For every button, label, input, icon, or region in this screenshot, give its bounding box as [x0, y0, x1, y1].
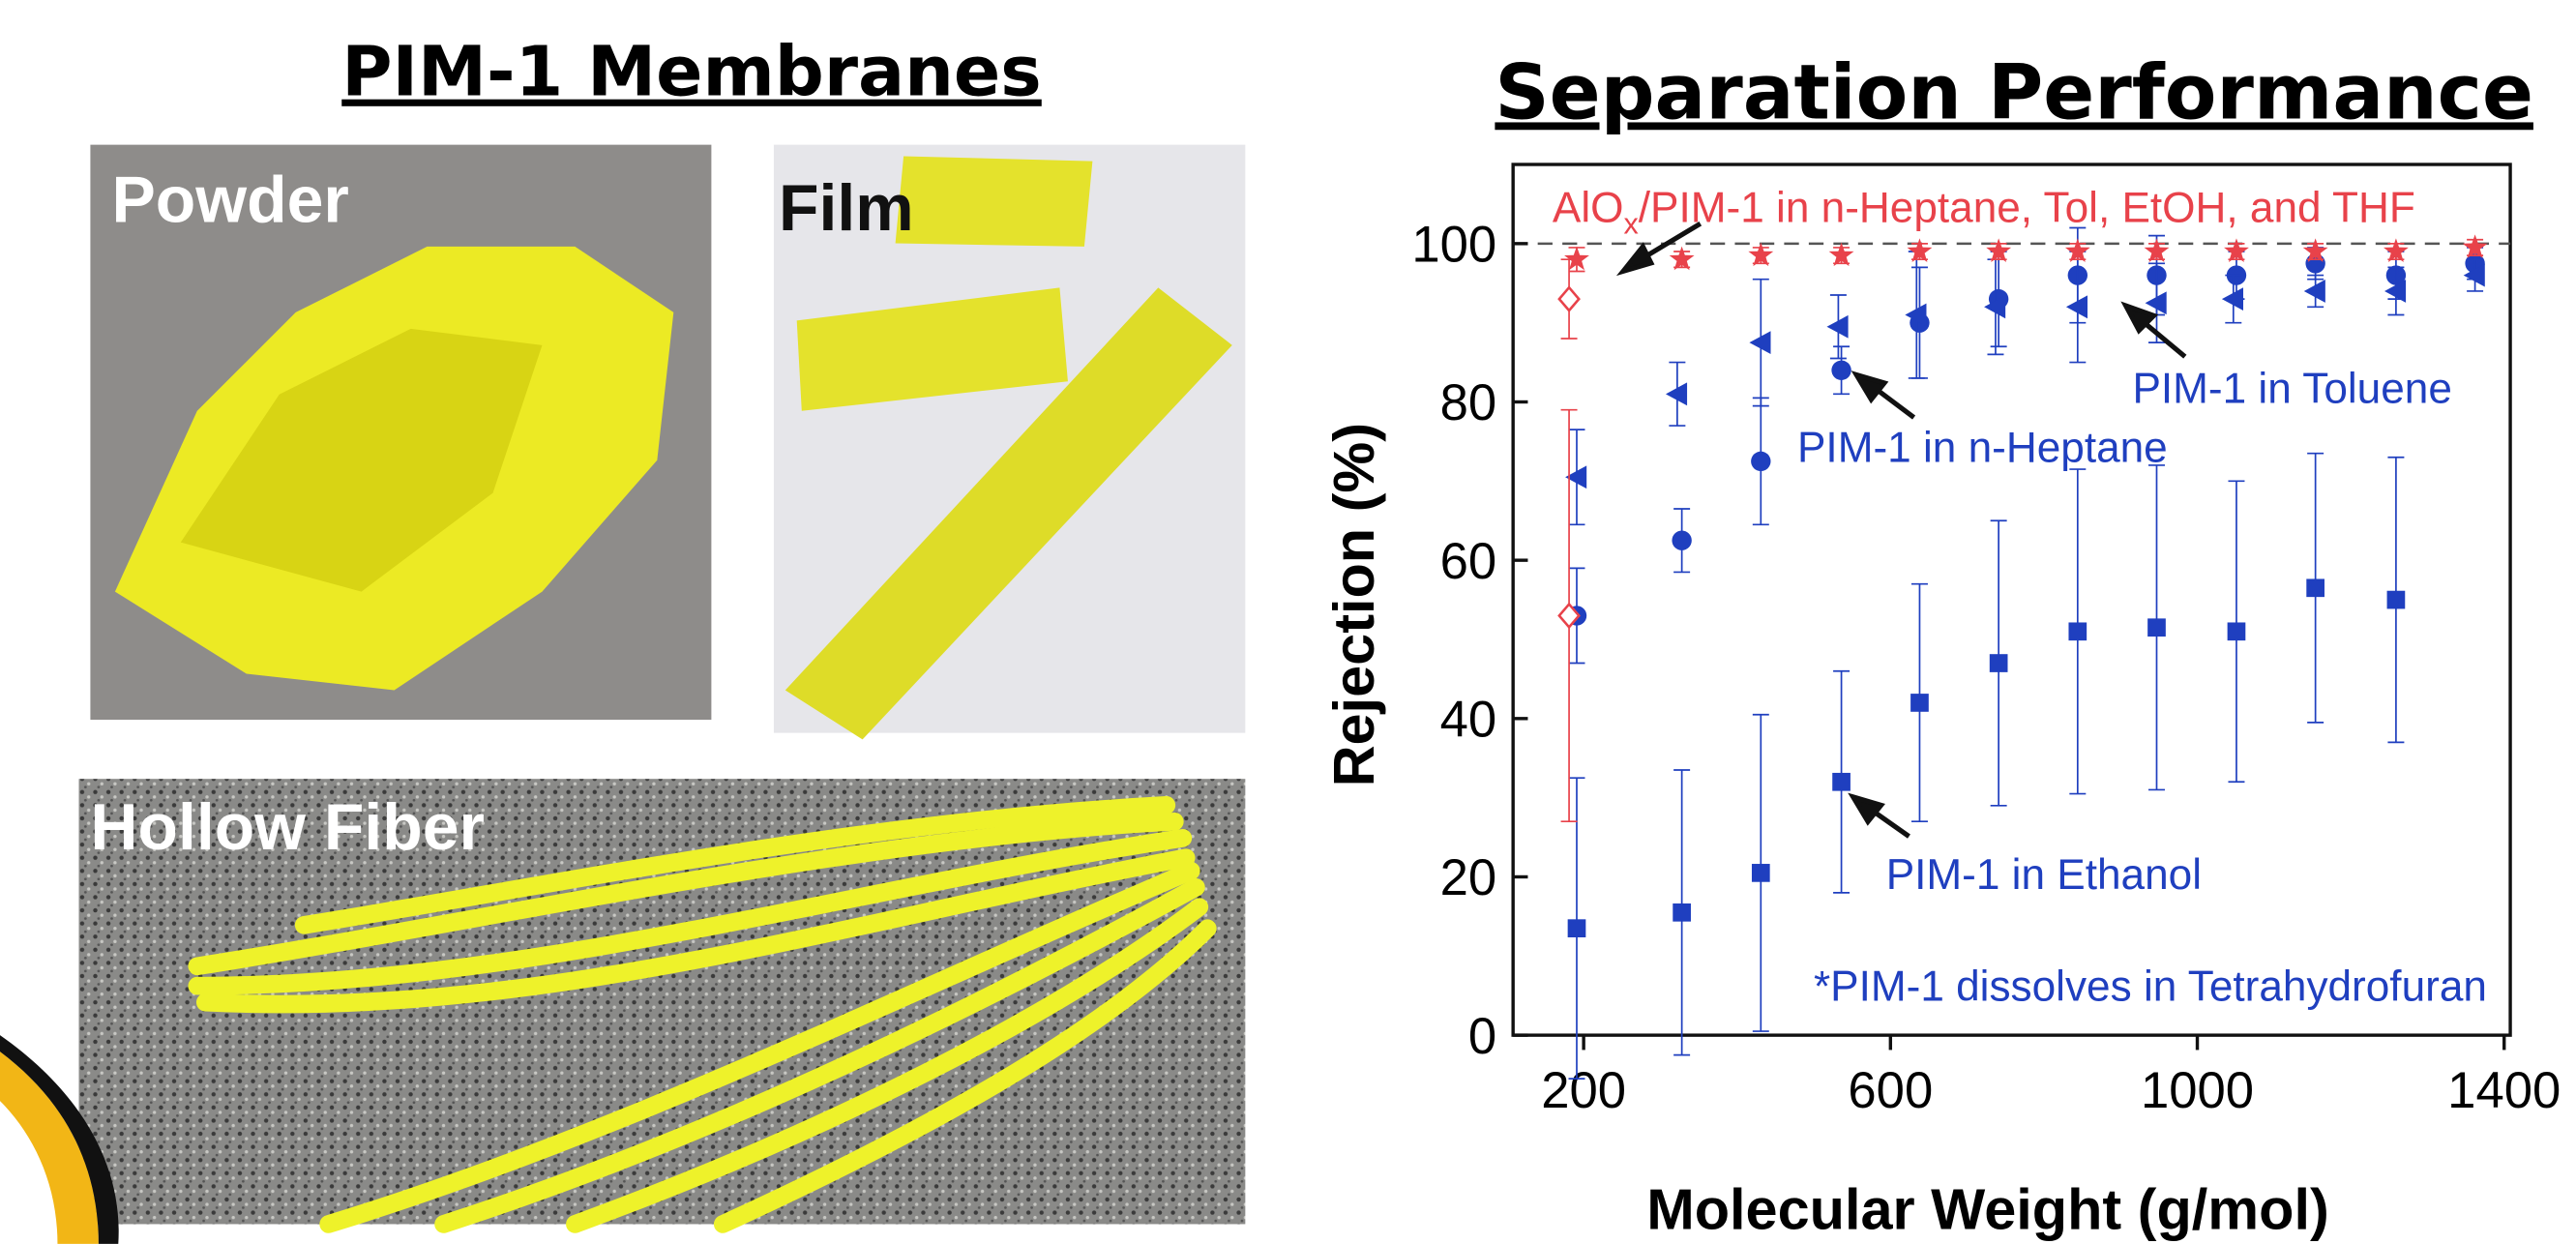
marker [2306, 578, 2324, 597]
y-tick-label: 20 [1440, 849, 1497, 906]
marker [1831, 361, 1851, 380]
annotation: PIM-1 in n-Heptane [1797, 424, 2168, 471]
marker [1752, 864, 1770, 882]
photo-film: Film [774, 145, 1245, 740]
photo-label: Powder [111, 163, 348, 236]
x-tick-label: 600 [1848, 1062, 1933, 1119]
plot-frame [1513, 164, 2510, 1035]
photo-hollow-fiber: Hollow Fiber [79, 779, 1246, 1224]
marker [2068, 622, 2087, 640]
marker [2147, 618, 2166, 637]
marker [2222, 287, 2243, 311]
marker [1672, 531, 1691, 550]
y-tick-label: 60 [1440, 533, 1497, 590]
x-axis-label: Molecular Weight (g/mol) [1646, 1177, 2329, 1242]
photo-label: Hollow Fiber [90, 791, 485, 864]
x-tick-label: 1400 [2447, 1062, 2561, 1119]
page: PIM-1 Membranes Powder Film Hollow Fiber… [0, 0, 2576, 1244]
annotation: *PIM-1 dissolves in Tetrahydrofuran [1814, 963, 2487, 1010]
annotation-text: AlO [1553, 184, 1624, 231]
x-tick-label: 1000 [2141, 1062, 2254, 1119]
y-tick-label: 80 [1440, 374, 1497, 431]
marker [2228, 622, 2246, 640]
y-tick-label: 0 [1468, 1008, 1496, 1065]
annotation: PIM-1 in Ethanol [1886, 851, 2202, 899]
y-tick-label: 40 [1440, 691, 1497, 748]
arrows [1623, 223, 2185, 836]
figure: PIM-1 Membranes Powder Film Hollow Fiber… [0, 0, 2576, 1244]
y-tick-label: 100 [1411, 217, 1496, 274]
marker [2387, 591, 2406, 609]
marker [1568, 919, 1586, 937]
x-tick-label: 200 [1541, 1062, 1626, 1119]
chart-title: Separation Performance [1495, 48, 2533, 136]
marker [1990, 654, 2008, 672]
marker [1559, 287, 1579, 311]
photo-label: Film [779, 172, 914, 245]
marker [1910, 694, 1929, 712]
marker [1673, 903, 1691, 922]
marker [1751, 452, 1770, 471]
annotation: PIM-1 in Toluene [2132, 365, 2451, 412]
marker [1832, 773, 1851, 791]
panel-title: PIM-1 Membranes [341, 32, 1042, 112]
y-axis-label: Rejection (%) [1321, 423, 1386, 786]
annotation-subscript: x [1624, 207, 1639, 240]
annotation-text: /PIM-1 in n-Heptane, Tol, EtOH, and THF [1639, 184, 2415, 231]
photo-powder: Powder [90, 145, 711, 720]
